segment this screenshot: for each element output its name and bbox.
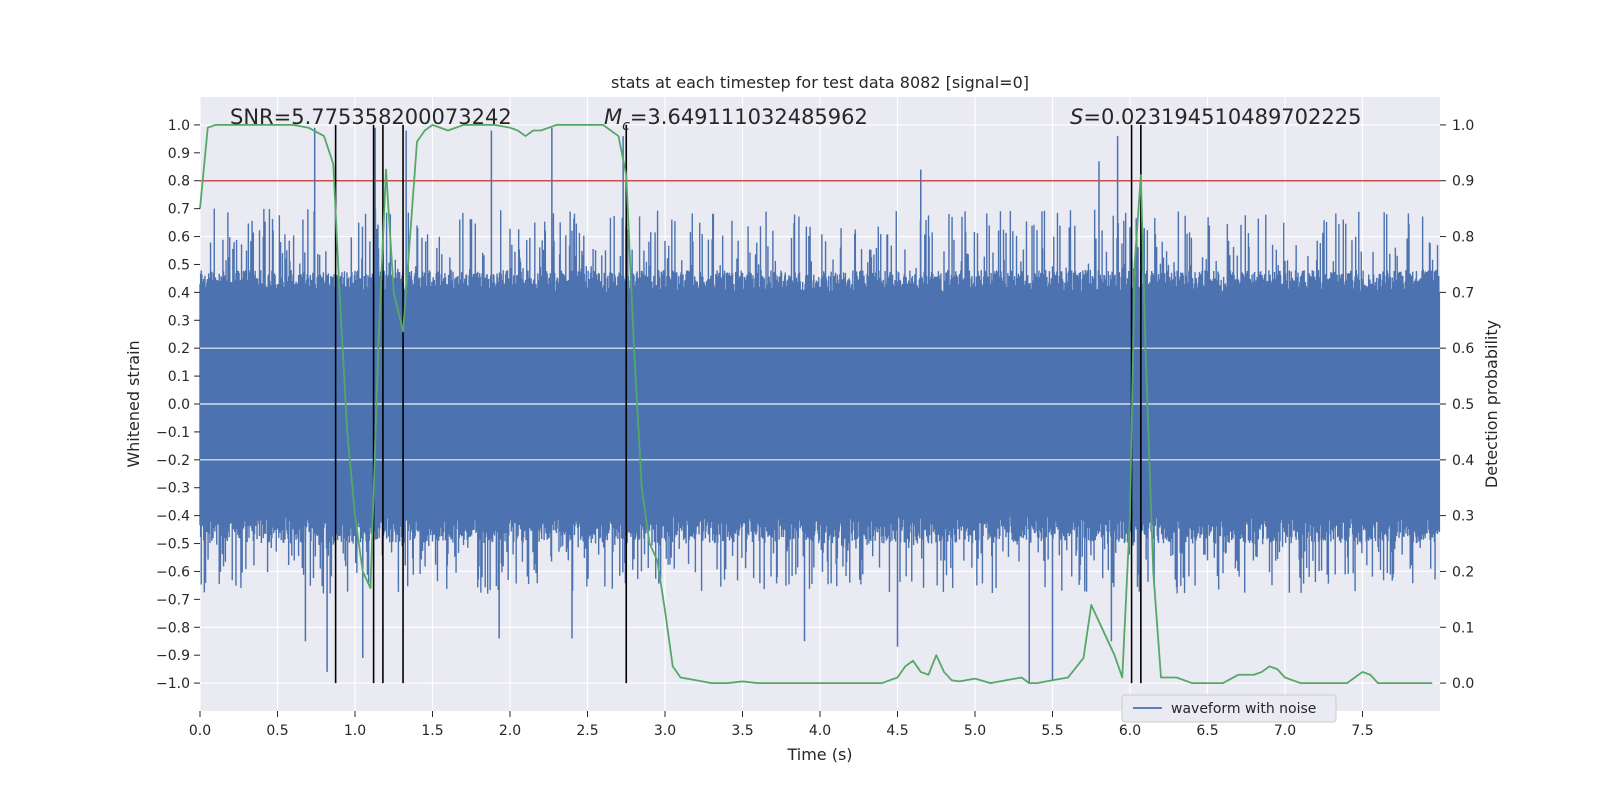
y2-tick-label-4: 0.6	[1452, 341, 1474, 357]
y-tick-label-12: −0.2	[156, 453, 190, 469]
x-tick-label-15: 7.5	[1351, 723, 1373, 739]
y-tick-label-1: 0.9	[168, 146, 190, 162]
x-tick-label-5: 2.5	[576, 723, 598, 739]
chirp-mass-subscript: c	[622, 118, 630, 134]
y2-axis-title: Detection probability	[1482, 320, 1501, 488]
x-axis-ticks: 0.0 0.5 1.0 1.5 2.0 2.5 3.0 3.5 4.0 4.5 5.0 5.5 6.0 6…	[189, 711, 1374, 739]
y-tick-label-13: −0.3	[156, 481, 190, 497]
chirp-mass-symbol: M	[604, 105, 622, 129]
y2-tick-label-8: 0.2	[1452, 564, 1474, 580]
y2-tick-label-6: 0.4	[1452, 453, 1474, 469]
chart-title: stats at each timestep for test data 808…	[611, 73, 1029, 92]
s-value: =0.023194510489702225	[1083, 105, 1361, 129]
y2-tick-label-10: 0.0	[1452, 676, 1474, 692]
right-y-axis-ticks: 1.0 0.9 0.8 0.7 0.6 0.5 0.4 0.3 0.2 0.1 0.0	[1440, 118, 1474, 692]
s-annotation: S=0.023194510489702225	[1070, 105, 1361, 129]
legend-entry-waveform: waveform with noise	[1171, 701, 1316, 717]
y-tick-label-4: 0.6	[168, 230, 190, 246]
y-tick-label-17: −0.7	[156, 592, 190, 608]
s-symbol: S	[1070, 105, 1083, 129]
x-tick-label-8: 4.0	[809, 723, 831, 739]
y-tick-label-11: −0.1	[156, 425, 190, 441]
y-tick-label-16: −0.6	[156, 564, 190, 580]
x-tick-label-6: 3.0	[654, 723, 676, 739]
x-tick-label-4: 2.0	[499, 723, 521, 739]
x-tick-label-11: 5.5	[1041, 723, 1063, 739]
y-tick-label-7: 0.3	[168, 313, 190, 329]
waveform-series	[199, 127, 1441, 684]
y-tick-label-18: −0.8	[156, 620, 190, 636]
x-tick-label-0: 0.0	[189, 723, 211, 739]
x-tick-label-7: 3.5	[731, 723, 753, 739]
y2-tick-label-7: 0.3	[1452, 509, 1474, 525]
y-tick-label-10: 0.0	[168, 397, 190, 413]
y-tick-label-5: 0.5	[168, 257, 190, 273]
x-tick-label-12: 6.0	[1119, 723, 1141, 739]
vertical-marker-lines	[334, 124, 1142, 684]
y-axis-title: Whitened strain	[124, 340, 143, 467]
x-tick-label-1: 0.5	[266, 723, 288, 739]
legend: waveform with noise	[1121, 694, 1337, 723]
y-tick-label-19: −0.9	[156, 648, 190, 664]
chirp-mass-annotation: Mc=3.649111032485962	[604, 105, 868, 134]
snr-annotation: SNR=5.775358200073242	[230, 105, 512, 129]
legend-box	[1121, 694, 1337, 723]
y-tick-label-15: −0.5	[156, 537, 190, 553]
x-tick-label-10: 5.0	[964, 723, 986, 739]
x-tick-label-13: 6.5	[1196, 723, 1218, 739]
y-tick-label-8: 0.2	[168, 341, 190, 357]
detection-probability-series	[199, 124, 1433, 684]
x-tick-label-14: 7.0	[1274, 723, 1296, 739]
y2-tick-label-2: 0.8	[1452, 230, 1474, 246]
detection-probability-line	[199, 124, 1433, 684]
y-tick-label-20: −1.0	[156, 676, 190, 692]
y-tick-label-14: −0.4	[156, 509, 190, 525]
x-tick-label-2: 1.0	[344, 723, 366, 739]
y-tick-label-2: 0.8	[168, 174, 190, 190]
y-tick-label-6: 0.4	[168, 285, 190, 301]
chirp-mass-value: =3.649111032485962	[630, 105, 868, 129]
y2-tick-label-0: 1.0	[1452, 118, 1474, 134]
y-tick-label-3: 0.7	[168, 202, 190, 218]
x-tick-label-9: 4.5	[886, 723, 908, 739]
y2-tick-label-5: 0.5	[1452, 397, 1474, 413]
y-tick-label-0: 1.0	[168, 118, 190, 134]
y-tick-label-9: 0.1	[168, 369, 190, 385]
y2-tick-label-9: 0.1	[1452, 620, 1474, 636]
y2-tick-label-3: 0.7	[1452, 285, 1474, 301]
x-tick-label-3: 1.5	[421, 723, 443, 739]
left-y-axis-ticks: 1.0 0.9 0.8 0.7 0.6 0.5 0.4 0.3 0.2 0.1 0.0 −0.1 −0.…	[156, 118, 200, 692]
x-axis-title: Time (s)	[786, 745, 852, 764]
y2-tick-label-1: 0.9	[1452, 174, 1474, 190]
